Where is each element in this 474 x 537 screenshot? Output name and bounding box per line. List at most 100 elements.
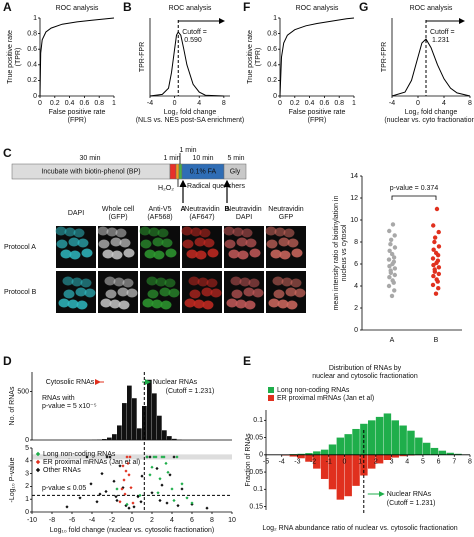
volcano-point [158, 498, 162, 503]
x-tick-label: -1 [326, 459, 332, 466]
x-tick-label: 1 [358, 459, 362, 466]
histogram-bar [368, 420, 376, 455]
x-tick-label: 0 [173, 100, 177, 107]
nucleus [157, 228, 169, 238]
nucleus [69, 250, 81, 260]
data-point [387, 275, 392, 280]
volcano-point [190, 501, 194, 505]
nucleus [184, 298, 196, 308]
data-point [431, 262, 436, 268]
y-tick-label: 0.6 [27, 46, 37, 53]
legend-swatch [268, 395, 274, 401]
nucleus [152, 237, 164, 247]
histogram-bar [383, 413, 392, 455]
data-point [387, 228, 392, 234]
x-tick-label: 4 [405, 459, 409, 466]
protocol-letter: B [224, 206, 229, 213]
data-point [432, 235, 438, 240]
nucleus [199, 228, 211, 238]
nucleus [226, 298, 238, 308]
nucleus [76, 300, 88, 310]
x-tick-label: 1 [112, 100, 116, 107]
volcano-point [170, 487, 174, 491]
histogram-bar [320, 454, 329, 479]
nucleus [110, 237, 122, 247]
data-point [389, 251, 395, 257]
y-tick-label: 0.1 [253, 417, 263, 424]
volcano-point [115, 487, 119, 491]
histogram-bar [147, 379, 152, 440]
volcano-point [129, 486, 133, 490]
y-tick-label: 0.4 [267, 62, 277, 69]
volcano-point [127, 473, 131, 477]
nucleus [117, 287, 129, 297]
histogram-bar [415, 437, 423, 455]
volcano-point [127, 506, 131, 510]
x-tick-label: 1 [352, 100, 356, 107]
histogram-bar [344, 454, 352, 497]
nucleus [268, 298, 280, 308]
volcano-point [154, 455, 158, 459]
y-tick-label: 0.15 [249, 503, 263, 510]
nucleus [270, 249, 282, 259]
nucleus [102, 249, 114, 259]
nucleus [245, 238, 257, 248]
x-axis-label: (FPR) [308, 117, 327, 124]
h2o2-label: H₂O₂ [158, 185, 174, 192]
y-axis-label: TPR-FPR [139, 42, 146, 72]
channel-label: (GFP) [108, 214, 127, 221]
volcano-point [118, 500, 122, 504]
protocol-letter: A [180, 206, 185, 213]
y-tick-label: 12 [350, 195, 358, 202]
volcano-point [136, 495, 140, 499]
panel-letter: G [359, 0, 368, 14]
nucleus [202, 300, 214, 310]
x-tick-label: -4 [389, 100, 395, 107]
histogram-bar [399, 454, 407, 457]
histogram-bar [399, 425, 407, 455]
nuclear-label: Nuclear RNAs [153, 379, 198, 386]
x-tick-label: -4 [279, 459, 285, 466]
x-tick-label: 4 [197, 100, 201, 107]
data-point [433, 250, 439, 256]
volcano-point [126, 461, 130, 465]
y-tick-label: 8 [354, 239, 358, 246]
data-point [388, 242, 393, 247]
cutoff-value: 1.231 [432, 37, 450, 44]
volcano-point [108, 455, 112, 459]
channel-label: DAPI [68, 210, 84, 217]
nucleus [236, 237, 248, 247]
nucleus [56, 239, 68, 249]
volcano-point [139, 500, 143, 504]
x-tick-label: 0 [38, 100, 42, 107]
cutoff-text: (Cutoff = 1.231) [166, 388, 215, 395]
histogram-bar [328, 454, 337, 490]
y-tick-label: 3 [25, 470, 29, 477]
histogram-bar [328, 444, 337, 455]
x-tick-label: -6 [69, 517, 75, 524]
legend-marker [35, 459, 41, 465]
y-axis-label: (TPR) [15, 48, 22, 67]
volcano-point [128, 455, 132, 459]
nucleus [58, 298, 70, 308]
nucleus [73, 228, 85, 238]
y-tick-label: 1 [25, 496, 29, 503]
volcano-point [85, 455, 89, 459]
nucleus [168, 288, 180, 298]
volcano-point [166, 470, 170, 474]
p-note: RNAs with [42, 395, 75, 402]
x-tick-label: 3 [390, 459, 394, 466]
histogram-bar [137, 428, 142, 440]
y-axis-label: nucleus vs cytosol [341, 224, 348, 281]
y-axis-label: True positive rate [247, 30, 254, 84]
data-point [392, 272, 398, 278]
volcano-point [125, 502, 129, 506]
volcano-point [148, 455, 152, 459]
volcano-point [205, 506, 209, 510]
volcano-point [176, 504, 180, 508]
nucleus [164, 278, 176, 288]
nucleus [98, 239, 110, 249]
x-tick-label: 0.4 [305, 100, 315, 107]
data-point [436, 271, 442, 277]
nucleus [123, 248, 135, 258]
